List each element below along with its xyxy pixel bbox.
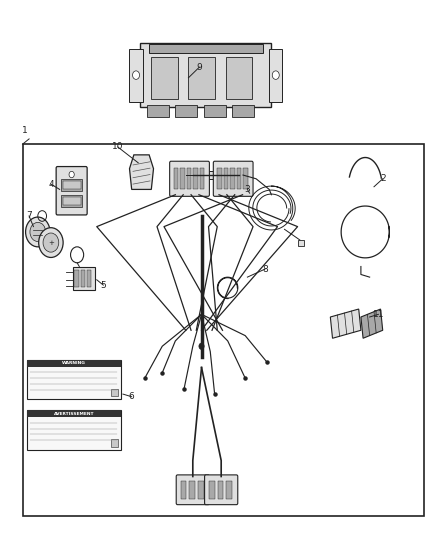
Circle shape: [69, 171, 74, 177]
Polygon shape: [361, 309, 383, 338]
Text: 8: 8: [262, 265, 268, 273]
Polygon shape: [330, 309, 361, 338]
Bar: [147, 105, 169, 117]
Text: +: +: [48, 239, 54, 246]
Bar: [209, 481, 215, 499]
Bar: [27, 410, 121, 450]
Circle shape: [25, 217, 50, 247]
Bar: [149, 44, 263, 53]
Text: 9: 9: [197, 63, 202, 71]
Bar: [204, 171, 221, 179]
FancyBboxPatch shape: [170, 161, 209, 196]
Bar: [198, 481, 204, 499]
Text: 7: 7: [26, 212, 32, 221]
Bar: [180, 168, 184, 189]
Text: 5: 5: [100, 280, 106, 289]
Bar: [141, 43, 272, 107]
FancyBboxPatch shape: [56, 166, 87, 215]
Bar: [22, 144, 424, 516]
Bar: [226, 481, 232, 499]
Bar: [27, 360, 121, 399]
Bar: [151, 56, 177, 99]
Bar: [175, 105, 197, 117]
Bar: [130, 49, 143, 102]
Bar: [217, 168, 222, 189]
Bar: [226, 56, 252, 99]
Bar: [74, 270, 79, 287]
Bar: [87, 270, 91, 287]
Text: 1: 1: [22, 126, 28, 135]
Bar: [63, 181, 81, 189]
Polygon shape: [130, 155, 153, 189]
Bar: [61, 179, 82, 191]
Bar: [200, 168, 204, 189]
Circle shape: [272, 71, 279, 79]
Bar: [244, 168, 248, 189]
Bar: [73, 266, 95, 290]
Bar: [173, 168, 178, 189]
Circle shape: [43, 233, 59, 252]
Bar: [297, 240, 304, 246]
Circle shape: [30, 222, 46, 241]
Bar: [237, 168, 241, 189]
Bar: [27, 360, 121, 367]
FancyBboxPatch shape: [205, 475, 238, 505]
Text: AVERTISSEMENT: AVERTISSEMENT: [53, 412, 94, 416]
Bar: [63, 197, 81, 205]
Bar: [193, 168, 198, 189]
Circle shape: [39, 228, 63, 257]
Bar: [111, 389, 118, 396]
Text: 3: 3: [244, 185, 250, 194]
Bar: [111, 439, 118, 447]
Text: WARNING: WARNING: [62, 361, 86, 365]
Bar: [189, 481, 195, 499]
Text: 11: 11: [373, 310, 384, 319]
Bar: [188, 56, 215, 99]
Bar: [81, 270, 85, 287]
Bar: [61, 195, 82, 207]
Bar: [187, 168, 191, 189]
FancyBboxPatch shape: [213, 161, 253, 196]
Bar: [27, 410, 121, 417]
Circle shape: [199, 343, 204, 350]
Text: 6: 6: [129, 392, 134, 401]
Text: 2: 2: [380, 174, 385, 183]
Circle shape: [133, 71, 140, 79]
Bar: [269, 49, 283, 102]
Bar: [232, 105, 254, 117]
FancyBboxPatch shape: [176, 475, 209, 505]
Bar: [239, 169, 248, 181]
Bar: [230, 168, 235, 189]
Bar: [218, 481, 223, 499]
Text: 10: 10: [112, 142, 124, 151]
Bar: [180, 481, 186, 499]
Text: 4: 4: [48, 180, 54, 189]
Bar: [224, 168, 228, 189]
Bar: [204, 105, 226, 117]
